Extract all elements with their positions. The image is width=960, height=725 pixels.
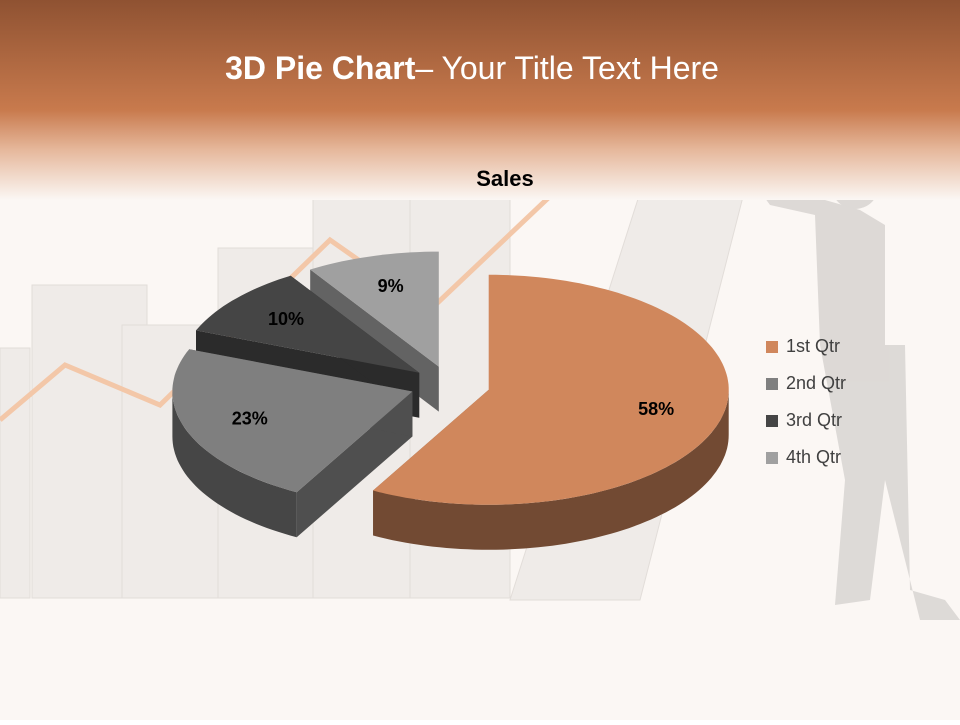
pie-slice: 23% [172, 349, 413, 538]
slice-top [196, 275, 420, 373]
pie-slice: 58% [373, 274, 729, 550]
slide-title-bold: 3D Pie Chart [225, 50, 416, 86]
legend-label: 1st Qtr [786, 336, 840, 356]
legend-label: 2nd Qtr [786, 373, 846, 393]
slice-side [373, 389, 729, 550]
header-band [0, 0, 960, 200]
legend-swatch [766, 452, 778, 464]
legend-label: 3rd Qtr [786, 410, 842, 430]
slice-top [310, 251, 439, 367]
legend-swatch [766, 378, 778, 390]
slide-title-rest: – Your Title Text Here [415, 50, 719, 86]
legend-swatch [766, 415, 778, 427]
data-label: 58% [638, 399, 674, 419]
legend-label: 4th Qtr [786, 447, 841, 467]
slice-side [172, 391, 297, 538]
slide-title: 3D Pie Chart– Your Title Text Here [225, 50, 719, 86]
legend-swatch [766, 341, 778, 353]
data-label: 23% [232, 408, 268, 428]
slice-top [373, 274, 729, 505]
slice-top [172, 349, 413, 493]
chart-title: Sales [476, 166, 534, 191]
data-label: 10% [268, 309, 304, 329]
data-label: 9% [378, 276, 404, 296]
